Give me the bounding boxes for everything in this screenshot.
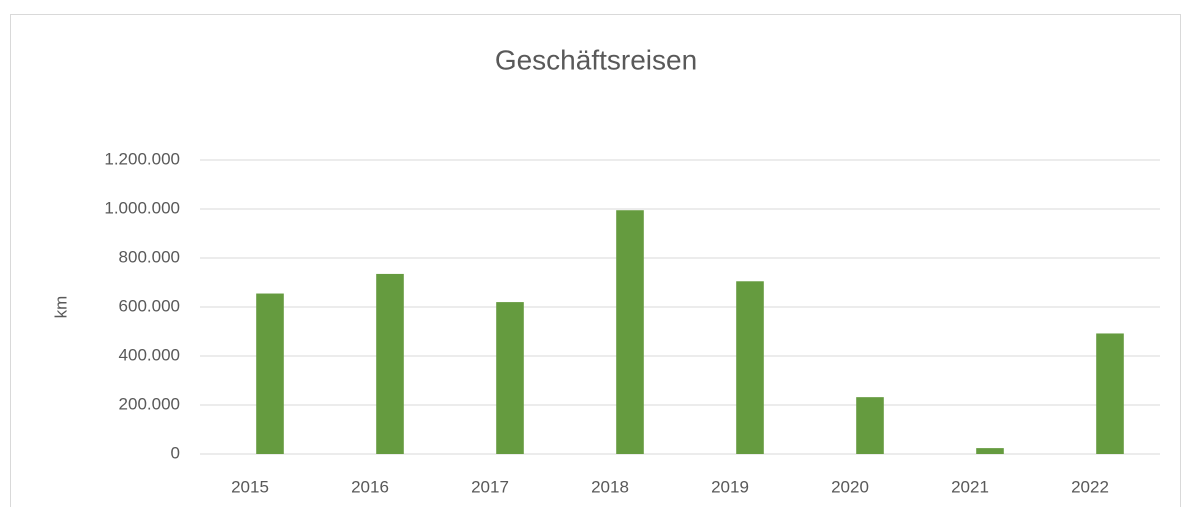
x-tick-label: 2016	[351, 477, 389, 496]
bar	[736, 281, 764, 454]
x-tick-label: 2022	[1071, 477, 1109, 496]
y-tick-label: 0	[171, 443, 180, 462]
bar	[256, 293, 284, 454]
bar	[856, 397, 884, 454]
bar	[1096, 333, 1124, 454]
bar	[496, 302, 524, 454]
y-tick-label: 600.000	[119, 296, 180, 315]
chart-border	[10, 14, 1181, 507]
y-tick-label: 400.000	[119, 345, 180, 364]
y-tick-label: 800.000	[119, 247, 180, 266]
chart-title: Geschäftsreisen	[495, 44, 697, 75]
x-tick-label: 2021	[951, 477, 989, 496]
bar	[376, 273, 404, 454]
y-tick-label: 1.000.000	[104, 198, 180, 217]
bar	[616, 210, 644, 454]
x-tick-label: 2015	[231, 477, 269, 496]
y-axis-label: km	[51, 296, 70, 319]
bar	[976, 448, 1004, 454]
x-tick-label: 2018	[591, 477, 629, 496]
x-tick-label: 2019	[711, 477, 749, 496]
x-tick-label: 2020	[831, 477, 869, 496]
y-tick-label: 1.200.000	[104, 149, 180, 168]
y-tick-label: 200.000	[119, 394, 180, 413]
x-tick-label: 2017	[471, 477, 509, 496]
